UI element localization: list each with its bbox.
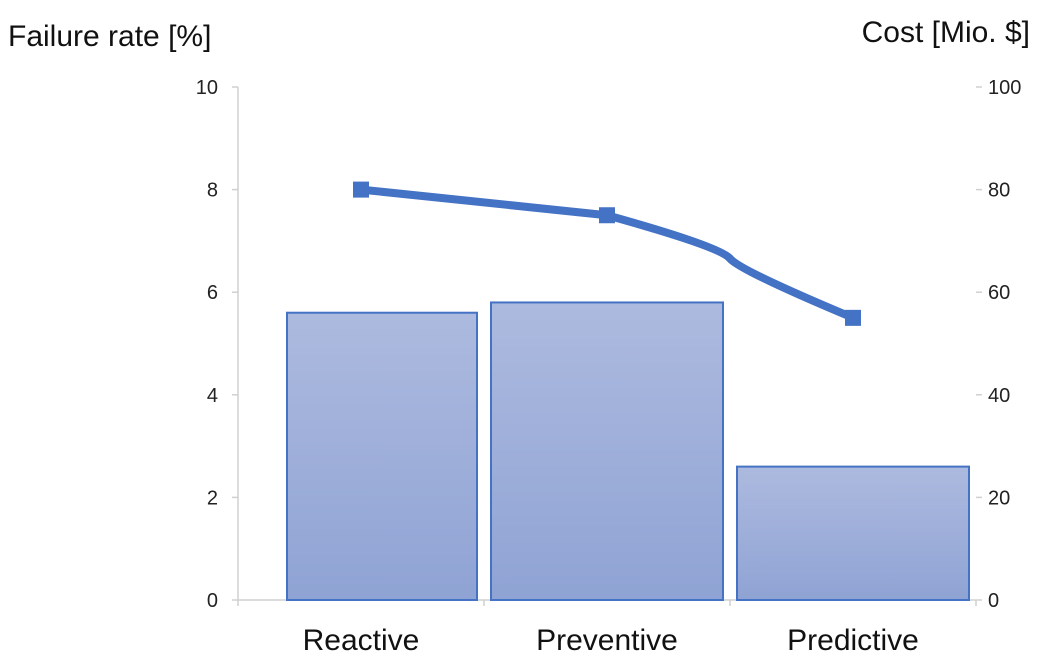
right-tick-label: 0 — [988, 590, 999, 612]
right-axis-title: Cost [Mio. $] — [862, 16, 1030, 49]
bar — [286, 311, 478, 601]
right-tick-label: 40 — [988, 385, 1010, 407]
category-label: Preventive — [536, 624, 678, 657]
category-label: Predictive — [787, 624, 919, 657]
right-tick-label: 80 — [988, 180, 1010, 202]
category-label: Reactive — [303, 624, 420, 657]
left-tick-label: 0 — [207, 590, 218, 612]
line-marker — [845, 309, 861, 326]
line-marker — [599, 207, 615, 224]
bar-series — [286, 301, 970, 601]
category-labels: Reactive Preventive Predictive — [237, 600, 977, 657]
left-tick-label: 2 — [207, 487, 218, 509]
left-axis-title: Failure rate [%] — [8, 20, 211, 53]
bar — [490, 301, 724, 601]
left-axis-ticks: 0 2 4 6 8 10 — [196, 77, 238, 612]
right-axis-ticks: 0 20 40 60 80 100 — [976, 77, 1021, 612]
left-tick-label: 4 — [207, 385, 218, 407]
right-tick-label: 100 — [988, 77, 1021, 99]
cost-line — [357, 185, 857, 322]
right-tick-label: 20 — [988, 487, 1010, 509]
line-marker — [353, 181, 369, 198]
left-tick-label: 10 — [196, 77, 218, 99]
left-tick-label: 6 — [207, 282, 218, 304]
left-tick-label: 8 — [207, 180, 218, 202]
right-tick-label: 60 — [988, 282, 1010, 304]
bar — [736, 465, 970, 601]
line-series — [353, 181, 861, 326]
